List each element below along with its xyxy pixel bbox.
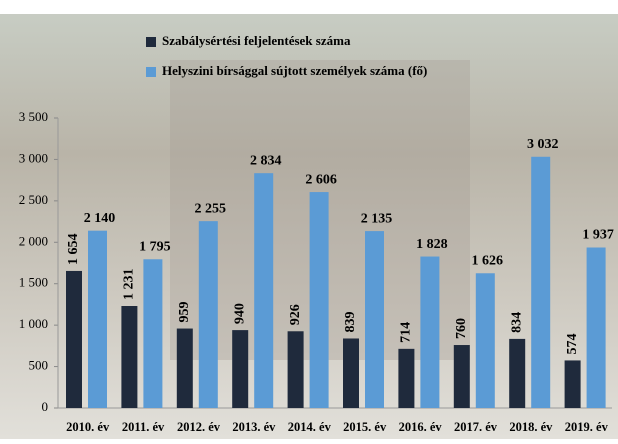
legend-label: Helyszini bírsággal sújtott személyek sz… — [162, 63, 427, 78]
value-label: 959 — [177, 302, 192, 323]
y-tick-label: 2 000 — [19, 233, 48, 248]
value-label: 3 032 — [527, 137, 559, 152]
bar — [176, 328, 193, 408]
x-tick-label: 2017. év — [454, 420, 498, 434]
y-tick-label: 500 — [29, 358, 49, 373]
value-label: 760 — [454, 318, 469, 339]
value-label: 714 — [399, 322, 414, 343]
value-label: 2 834 — [250, 153, 282, 168]
y-tick-label: 0 — [42, 399, 49, 414]
bar — [232, 330, 249, 408]
value-label: 1 828 — [416, 237, 448, 252]
y-tick-label: 1 500 — [19, 275, 48, 290]
value-label: 2 135 — [361, 211, 393, 226]
value-label: 839 — [343, 311, 358, 332]
x-tick-label: 2010. év — [66, 420, 110, 434]
value-label: 574 — [565, 333, 580, 354]
x-tick-label: 2014. év — [288, 420, 332, 434]
y-tick-label: 1 000 — [19, 316, 48, 331]
bar — [564, 360, 581, 408]
value-label: 940 — [232, 303, 247, 324]
bar — [66, 270, 82, 408]
bar — [586, 247, 606, 408]
legend-swatch — [146, 37, 156, 47]
x-tick-label: 2018. év — [509, 420, 553, 434]
bar — [143, 259, 163, 408]
value-label: 2 255 — [195, 201, 227, 216]
value-label: 834 — [509, 312, 524, 333]
legend-swatch — [146, 67, 156, 77]
bar — [88, 230, 107, 408]
x-tick-label: 2015. év — [343, 420, 387, 434]
value-label: 1 654 — [66, 233, 81, 265]
bar — [343, 338, 359, 408]
value-label: 2 606 — [305, 172, 337, 187]
value-label: 1 231 — [122, 269, 137, 301]
bar — [398, 348, 415, 408]
bar — [309, 192, 329, 408]
value-label: 1 795 — [139, 239, 171, 254]
y-tick-label: 3 000 — [19, 150, 48, 165]
value-label: 1 937 — [582, 228, 614, 243]
value-label: 1 626 — [472, 253, 504, 268]
bar — [509, 338, 526, 408]
x-tick-label: 2019. év — [565, 420, 609, 434]
bar — [420, 256, 440, 408]
bar — [198, 221, 218, 408]
x-tick-label: 2012. év — [177, 420, 221, 434]
bar — [453, 345, 470, 408]
x-tick-label: 2011. év — [122, 420, 165, 434]
bar — [365, 231, 384, 408]
bar — [254, 173, 274, 408]
y-tick-label: 2 500 — [19, 192, 48, 207]
legend-label: Szabálysértési feljelentések száma — [162, 33, 351, 48]
title-strip — [0, 0, 618, 14]
x-tick-label: 2013. év — [232, 420, 276, 434]
x-tick-label: 2016. év — [399, 420, 443, 434]
value-label: 926 — [288, 304, 303, 325]
value-label: 2 140 — [84, 211, 116, 226]
bar — [121, 306, 138, 408]
bar — [287, 331, 304, 408]
bar — [531, 156, 551, 408]
y-tick-label: 3 500 — [19, 109, 48, 124]
bar — [475, 273, 495, 408]
